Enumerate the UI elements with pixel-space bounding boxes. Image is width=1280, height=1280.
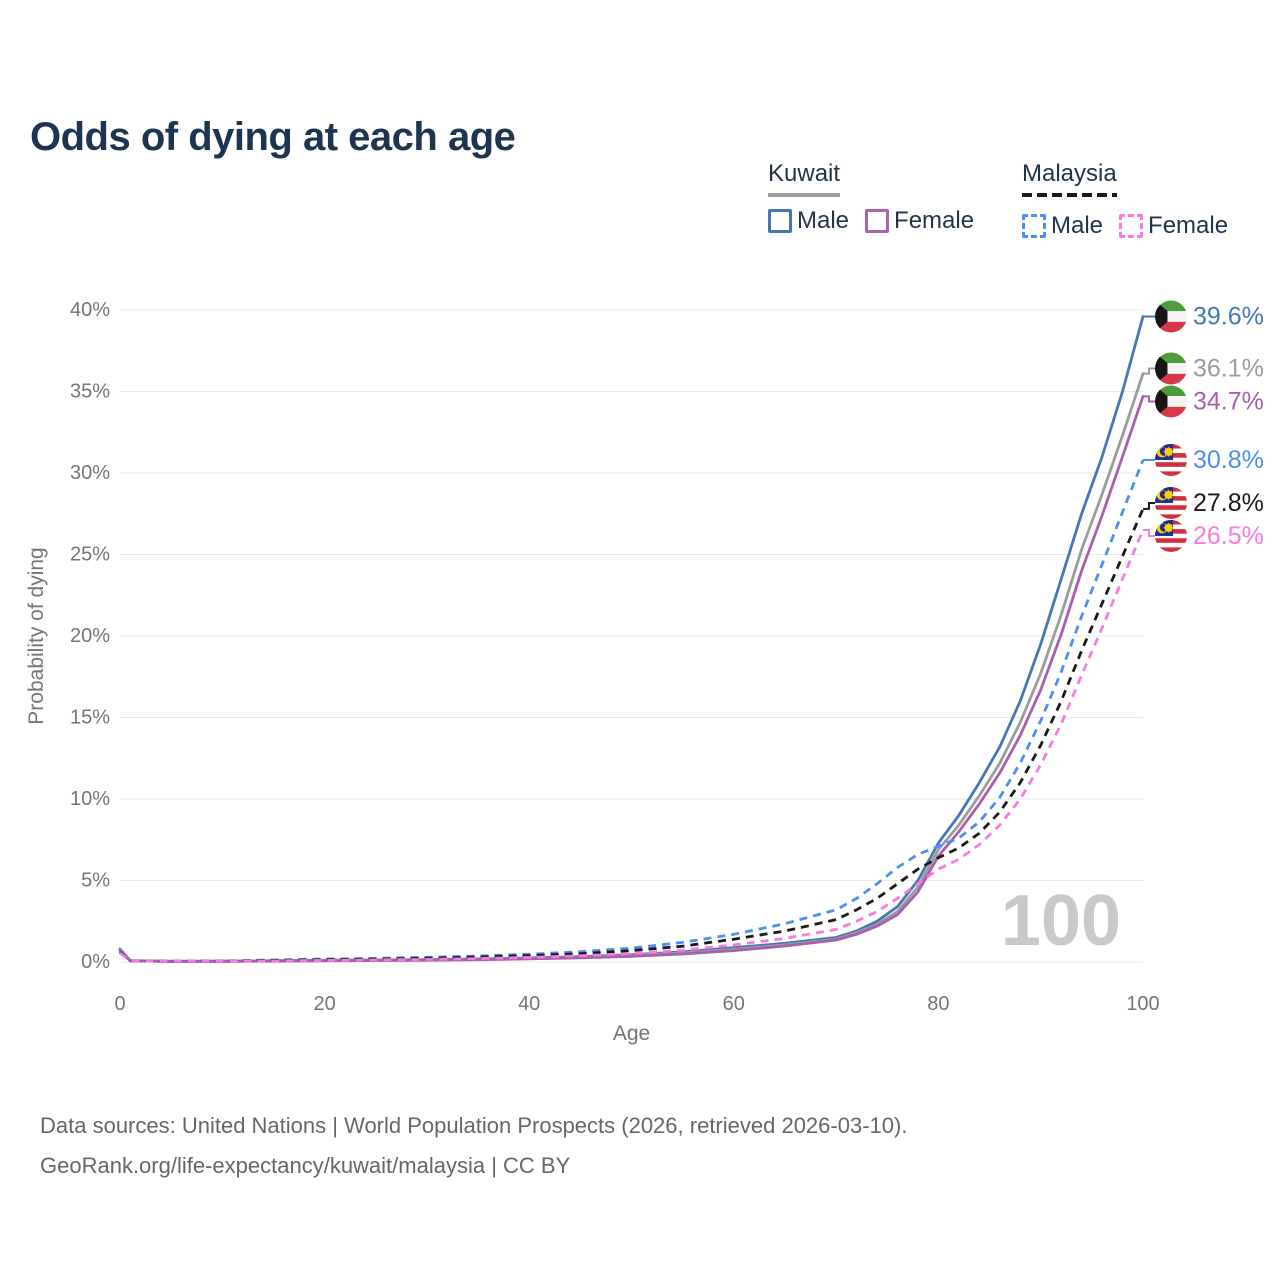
- legend-label-kuwait-male: Male: [797, 207, 850, 234]
- end-label-kuwait-female: 34.7%: [1193, 387, 1264, 415]
- legend-group-kuwait: Kuwait Male Female: [768, 160, 974, 235]
- chart-line-malaysia-male: [119, 459, 1145, 963]
- end-label-kuwait-male: 39.6%: [1193, 303, 1264, 331]
- legend-label-malaysia-male: Male: [1051, 212, 1104, 239]
- y-tick-label: 15%: [70, 707, 110, 729]
- chart-line-malaysia-both: [119, 508, 1145, 963]
- y-tick-label: 0%: [81, 951, 110, 973]
- malaysia-flag-icon: [1155, 486, 1187, 519]
- data-sources-text: Data sources: United Nations | World Pop…: [40, 1113, 908, 1138]
- y-tick-label: 30%: [70, 462, 110, 484]
- legend-swatch-kuwait-female: [865, 209, 890, 233]
- end-label-malaysia-female: 26.5%: [1193, 522, 1264, 550]
- malaysia-flag-icon: [1155, 519, 1187, 552]
- y-tick-label: 35%: [70, 381, 110, 403]
- x-tick-label: 20: [313, 993, 335, 1015]
- end-label-connector-kuwait-female: [1143, 395, 1155, 403]
- chart-line-kuwait-female: [118, 395, 1145, 963]
- legend-item-malaysia-female[interactable]: Female: [1119, 212, 1228, 240]
- y-axis-title: Probability of dying: [25, 547, 48, 724]
- legend-item-malaysia-male[interactable]: Male: [1022, 212, 1103, 240]
- legend-item-kuwait-female[interactable]: Female: [865, 207, 974, 235]
- x-tick-label: 40: [518, 993, 540, 1015]
- kuwait-flag-icon: [1155, 352, 1187, 385]
- legend-country-malaysia-label: Malaysia: [1022, 160, 1117, 187]
- legend-swatch-malaysia-male: [1022, 214, 1046, 238]
- legend-underline-malaysia: [1022, 193, 1117, 197]
- kuwait-flag-icon: [1155, 385, 1187, 418]
- georank-url-text: GeoRank.org/life-expectancy/kuwait/malay…: [40, 1153, 571, 1179]
- legend-country-malaysia[interactable]: Malaysia: [1022, 160, 1117, 202]
- legend-country-kuwait[interactable]: Kuwait: [768, 160, 841, 197]
- legend-label-malaysia-female: Female: [1148, 212, 1229, 239]
- legend-swatch-kuwait-male: [768, 209, 792, 233]
- end-label-connector-malaysia-female: [1143, 529, 1155, 537]
- legend-item-kuwait-male[interactable]: Male: [768, 207, 849, 235]
- chart-line-malaysia-female: [119, 529, 1145, 963]
- age-watermark: 100: [1001, 881, 1121, 961]
- x-tick-label: 100: [1126, 993, 1159, 1015]
- legend-group-malaysia: Malaysia Male Female: [1022, 160, 1228, 240]
- y-tick-label: 25%: [70, 544, 110, 566]
- malaysia-flag-icon: [1155, 443, 1187, 476]
- chart-line-kuwait-male: [118, 315, 1145, 963]
- end-label-connector-malaysia-both: [1143, 501, 1155, 510]
- y-tick-label: 5%: [81, 870, 110, 892]
- end-label-malaysia-both: 27.8%: [1193, 489, 1264, 517]
- end-label-kuwait-both: 36.1%: [1193, 354, 1264, 382]
- y-tick-label: 10%: [70, 788, 110, 810]
- page-title: Odds of dying at each age: [30, 114, 516, 159]
- legend-swatch-malaysia-female: [1119, 214, 1144, 238]
- chart-line-kuwait-both: [118, 372, 1145, 963]
- y-tick-label: 20%: [70, 625, 110, 647]
- x-tick-label: 80: [927, 993, 949, 1015]
- footer-attribution: Data sources: United Nations | World Pop…: [40, 1106, 907, 1186]
- end-label-malaysia-male: 30.8%: [1193, 446, 1264, 474]
- end-label-connector-kuwait-both: [1143, 367, 1155, 375]
- x-axis-title: Age: [613, 1022, 650, 1045]
- y-tick-label: 40%: [70, 299, 110, 321]
- x-tick-label: 0: [114, 993, 125, 1015]
- kuwait-flag-icon: [1155, 300, 1187, 333]
- legend-label-kuwait-female: Female: [894, 207, 975, 234]
- x-tick-label: 60: [723, 993, 745, 1015]
